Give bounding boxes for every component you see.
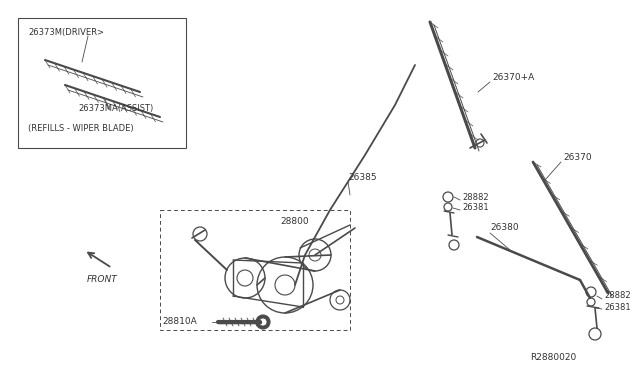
- Text: 26381: 26381: [462, 203, 488, 212]
- Circle shape: [256, 315, 270, 329]
- Text: 26370: 26370: [563, 154, 591, 163]
- Text: 26380: 26380: [490, 224, 518, 232]
- Text: R2880020: R2880020: [530, 353, 576, 362]
- Bar: [18, 18, 186, 148]
- Bar: [160, 210, 350, 330]
- Text: 26373M(DRIVER>: 26373M(DRIVER>: [28, 29, 104, 38]
- Text: FRONT: FRONT: [86, 276, 117, 285]
- Text: 26381: 26381: [604, 302, 630, 311]
- Text: 28810A: 28810A: [162, 317, 196, 327]
- Text: 28800: 28800: [280, 218, 308, 227]
- Text: 26373MA(ASSIST): 26373MA(ASSIST): [78, 103, 153, 112]
- Circle shape: [259, 318, 267, 326]
- Text: 28882: 28882: [462, 192, 488, 202]
- Text: (REFILLS - WIPER BLADE): (REFILLS - WIPER BLADE): [28, 124, 134, 132]
- Text: 26385: 26385: [348, 173, 376, 183]
- Text: 28882: 28882: [604, 292, 630, 301]
- Text: 26370+A: 26370+A: [492, 74, 534, 83]
